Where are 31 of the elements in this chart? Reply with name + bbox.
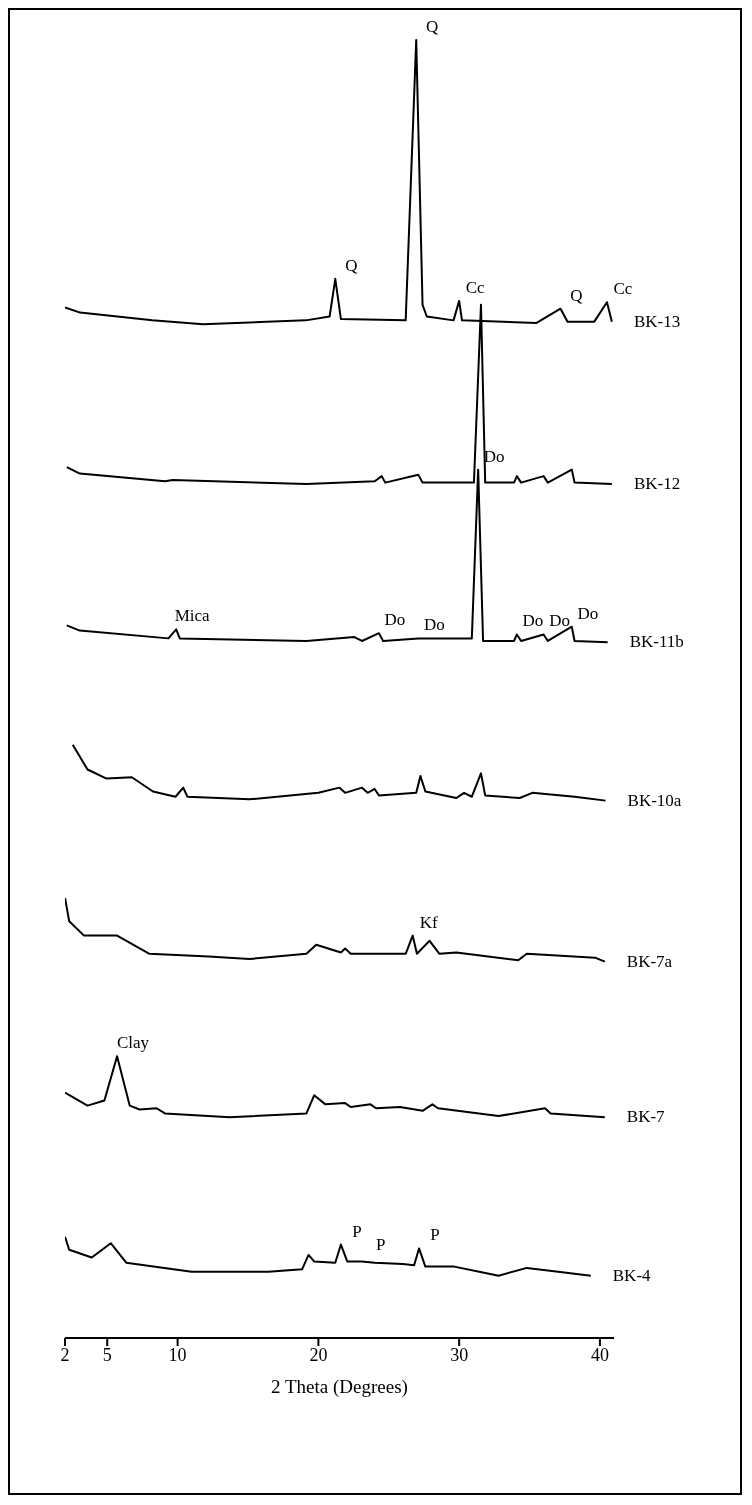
annotation: Clay — [117, 1033, 150, 1053]
annotation: Do — [577, 603, 599, 623]
annotation: Do — [384, 610, 406, 630]
series-label: BK-7a — [626, 951, 673, 971]
annotation: P — [376, 1234, 386, 1254]
annotation: Do — [423, 615, 445, 635]
annotation: Q — [426, 17, 439, 36]
x-tick-label: 30 — [450, 1344, 469, 1365]
series-label: BK-13 — [633, 311, 681, 331]
x-tick-label: 2 — [60, 1344, 70, 1365]
x-tick-label: 20 — [309, 1344, 328, 1365]
annotation: P — [352, 1221, 362, 1241]
x-tick-label: 5 — [102, 1344, 112, 1365]
annotation: Mica — [174, 606, 211, 626]
x-tick-label: 10 — [168, 1344, 187, 1365]
annotation: Do — [522, 611, 544, 631]
series-label: BK-4 — [612, 1265, 652, 1285]
annotation: Do — [483, 446, 505, 466]
series-label: BK-7 — [626, 1107, 666, 1127]
series-label: BK-11b — [629, 632, 684, 652]
annotation: Do — [549, 611, 571, 631]
x-tick-label: 40 — [590, 1344, 609, 1365]
x-axis-title: 2 Theta (Degrees) — [271, 1376, 408, 1398]
annotation: Cc — [465, 277, 486, 297]
series-label: BK-10a — [627, 790, 682, 810]
annotation: Q — [345, 255, 358, 275]
annotation: P — [430, 1225, 440, 1245]
annotation: Cc — [613, 279, 633, 299]
annotation: Q — [570, 285, 583, 305]
annotation: Kf — [419, 912, 438, 932]
series-label: BK-12 — [633, 473, 681, 493]
